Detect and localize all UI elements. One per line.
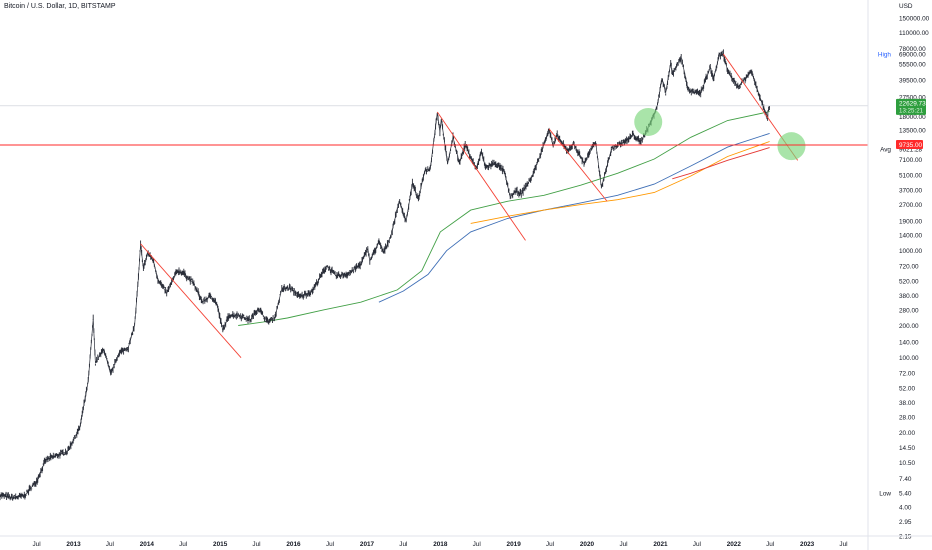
y-tick-label: 39500.00 <box>899 77 926 84</box>
y-tick-label: 78000.00 <box>899 46 926 53</box>
y-tick-label: 2700.00 <box>899 202 923 209</box>
y-tick-label: 200.00 <box>899 323 919 330</box>
y-tick-label: 28.00 <box>899 414 915 421</box>
y-tick-label: 3700.00 <box>899 187 923 194</box>
currency-label: USD <box>899 3 913 10</box>
x-tick-label: Jul <box>619 541 627 548</box>
x-tick-label: Jul <box>473 541 481 548</box>
y-tick-label: 140.00 <box>899 340 919 347</box>
low-marker-label: Low <box>879 491 891 498</box>
highlight-circle-2 <box>777 132 806 161</box>
ma-green-line <box>238 111 770 326</box>
y-tick-label: 520.00 <box>899 279 919 286</box>
x-tick-label: Jul <box>839 541 847 548</box>
ma-blue-line <box>378 132 770 303</box>
y-tick-label: 2.15 <box>899 534 912 541</box>
x-tick-label: Jul <box>179 541 187 548</box>
level-price-value: 9735.00 <box>899 142 923 149</box>
y-tick-label: 10.50 <box>899 460 915 467</box>
y-tick-label: 13500.00 <box>899 127 926 134</box>
y-tick-label: 18000.00 <box>899 114 926 121</box>
y-tick-label: 7100.00 <box>899 157 923 164</box>
y-tick-label: 52.00 <box>899 386 915 393</box>
x-tick-label: 2014 <box>140 541 155 548</box>
x-tick-label: 2020 <box>580 541 595 548</box>
x-tick-label: 2023 <box>800 541 815 548</box>
current-price-value: 22629.73 <box>899 100 926 107</box>
x-tick-label: Jul <box>252 541 260 548</box>
y-tick-label: 4.00 <box>899 505 912 512</box>
y-tick-label: 72.00 <box>899 370 915 377</box>
x-tick-label: Jul <box>32 541 40 548</box>
y-tick-label: 20.00 <box>899 430 915 437</box>
y-tick-label: 69000.00 <box>899 52 926 59</box>
y-tick-label: 1400.00 <box>899 233 923 240</box>
y-tick-label: 5100.00 <box>899 173 923 180</box>
y-tick-label: 7.40 <box>899 476 912 483</box>
x-tick-label: Jul <box>326 541 334 548</box>
trendline-1[interactable] <box>140 243 242 358</box>
chart-title: Bitcoin / U.S. Dollar, 1D, BITSTAMP <box>4 3 116 10</box>
y-tick-label: 55500.00 <box>899 62 926 69</box>
level-price-badge <box>896 140 923 150</box>
current-price-badge <box>896 98 926 115</box>
x-tick-label: 2016 <box>286 541 301 548</box>
x-tick-label: 2018 <box>433 541 448 548</box>
avg-marker-label: Avg <box>880 147 891 154</box>
x-tick-label: Jul <box>693 541 701 548</box>
y-tick-label: 5.40 <box>899 491 912 498</box>
ma-red-line <box>672 147 770 180</box>
price-line <box>0 53 770 499</box>
current-price-countdown: 13:25:21 <box>899 108 924 115</box>
y-tick-label: 2.95 <box>899 519 912 526</box>
x-tick-label: Jul <box>546 541 554 548</box>
y-tick-label: 100.00 <box>899 355 919 362</box>
x-tick-label: Jul <box>106 541 114 548</box>
y-tick-label: 1000.00 <box>899 248 923 255</box>
plot-area <box>0 49 868 501</box>
y-tick-label: 720.00 <box>899 263 919 270</box>
y-tick-label: 280.00 <box>899 307 919 314</box>
y-tick-label: 27500.00 <box>899 94 926 101</box>
y-tick-label: 38.00 <box>899 400 915 407</box>
x-tick-label: 2021 <box>653 541 668 548</box>
x-tick-label: 2019 <box>507 541 522 548</box>
y-tick-label: 150000.00 <box>899 16 930 23</box>
trendline-2[interactable] <box>436 111 526 241</box>
trendline-3[interactable] <box>548 128 608 202</box>
x-tick-label: 2013 <box>66 541 81 548</box>
ma-orange-line <box>470 141 770 224</box>
y-tick-label: 1900.00 <box>899 218 923 225</box>
high-marker-label: High <box>878 52 892 59</box>
highlight-circle-1 <box>634 107 663 136</box>
y-tick-label: 14.50 <box>899 445 915 452</box>
x-tick-label: Jul <box>399 541 407 548</box>
y-tick-label: 380.00 <box>899 293 919 300</box>
y-tick-label: 110000.00 <box>899 30 929 37</box>
x-tick-label: 2017 <box>360 541 375 548</box>
x-tick-label: 2022 <box>727 541 742 548</box>
time-axis[interactable]: Jul 2013 Jul 2014 Jul 2015 Jul 2016 Jul 2017 Jul 20… <box>0 535 932 548</box>
x-tick-label: Jul <box>766 541 774 548</box>
x-tick-label: 2015 <box>213 541 228 548</box>
avg-marker-value: 9621.28 <box>899 147 923 154</box>
